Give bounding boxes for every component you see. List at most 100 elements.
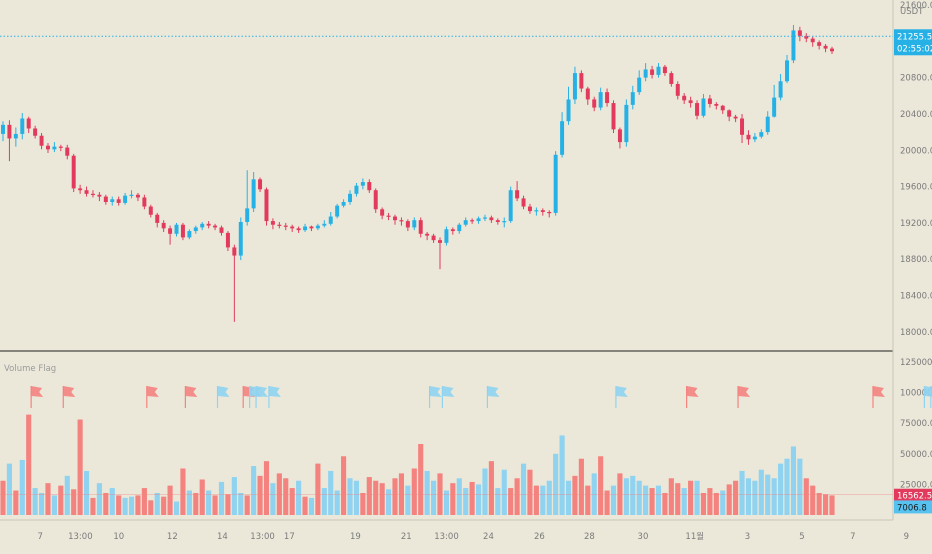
candle-body xyxy=(373,190,378,210)
volume-bar xyxy=(180,468,186,515)
volume-bar xyxy=(771,478,777,515)
volume-flag xyxy=(217,386,230,397)
volume-bar xyxy=(778,463,784,515)
candle-body xyxy=(322,223,327,226)
candle-body xyxy=(508,190,513,222)
last-price-tag xyxy=(894,29,932,56)
volume-bar xyxy=(546,480,552,515)
time-axis-label: 26 xyxy=(534,532,545,542)
candle-body xyxy=(572,73,577,100)
last-volume-label: 16562.5 xyxy=(897,492,932,502)
volume-bar xyxy=(720,490,726,515)
volume-bar xyxy=(353,480,360,515)
candle-body xyxy=(367,182,372,191)
candle-body xyxy=(540,210,545,212)
candle-body xyxy=(585,88,590,100)
candle-body xyxy=(1,124,5,134)
candle-body xyxy=(65,147,70,156)
volume-flag xyxy=(442,386,455,397)
candle-body xyxy=(707,98,712,104)
volume-bar xyxy=(238,492,244,515)
candle-body xyxy=(695,103,700,116)
candle-body xyxy=(797,30,802,36)
volume-bar xyxy=(463,488,469,515)
volume-bar xyxy=(128,496,135,515)
candle-body xyxy=(245,208,250,222)
candle-body xyxy=(425,233,430,236)
candle-body xyxy=(611,103,616,130)
candle-body xyxy=(791,30,796,61)
volume-bar xyxy=(360,492,366,515)
volume-bar xyxy=(341,456,347,515)
time-axis-label: 7 xyxy=(850,532,855,542)
volume-bar xyxy=(752,480,758,515)
volume-bar xyxy=(488,461,494,515)
candle-body xyxy=(592,99,597,108)
candle-body xyxy=(168,228,173,234)
candle-body xyxy=(277,224,282,226)
candle-body xyxy=(579,73,584,89)
volume-bar xyxy=(694,480,700,515)
candle-body xyxy=(521,198,526,207)
volume-flag xyxy=(63,386,76,397)
candle-body xyxy=(656,66,661,75)
volume-bar xyxy=(328,470,334,515)
candle-body xyxy=(740,118,745,135)
volume-bar xyxy=(713,492,719,515)
candle-body xyxy=(213,225,218,228)
candle-body xyxy=(688,100,693,104)
candle-body xyxy=(746,134,751,140)
volume-flag xyxy=(31,386,44,397)
candle-body xyxy=(270,221,275,225)
volume-bar xyxy=(103,492,109,515)
volume-bar xyxy=(823,494,829,515)
price-tick-label: 20400.0 xyxy=(900,110,932,120)
volume-bar xyxy=(585,485,591,515)
volume-bar xyxy=(655,485,662,515)
volume-flag xyxy=(686,386,699,397)
volume-flag xyxy=(615,386,628,397)
candle-body xyxy=(33,128,38,136)
volume-bar xyxy=(688,480,694,515)
price-tick-label: 20800.0 xyxy=(900,74,932,84)
candle-body xyxy=(116,199,121,203)
time-axis-label: 14 xyxy=(217,532,228,542)
volume-bar xyxy=(161,496,167,515)
volume-bar xyxy=(636,480,642,515)
volume-bar xyxy=(251,466,257,515)
time-axis-label: 9 xyxy=(904,532,909,542)
volume-bar xyxy=(109,488,115,515)
candle-body xyxy=(650,69,655,75)
volume-bar xyxy=(302,496,308,515)
volume-bar xyxy=(578,458,584,515)
volume-bar xyxy=(681,488,687,515)
candle-body xyxy=(810,38,815,43)
candle-body xyxy=(630,92,635,105)
candle-body xyxy=(624,104,629,143)
volume-bar xyxy=(199,479,205,515)
candle-body xyxy=(547,212,552,214)
time-axis-label: 3 xyxy=(745,532,750,542)
candle-body xyxy=(45,145,50,150)
candle-body xyxy=(399,220,404,222)
volume-bar xyxy=(450,483,456,515)
volume-bar xyxy=(77,419,83,515)
volume-bar xyxy=(0,480,6,515)
candle-body xyxy=(457,224,462,232)
volume-bar xyxy=(437,473,443,515)
candle-countdown-label: 02:55:02 xyxy=(897,44,932,54)
volume-bar xyxy=(308,497,315,515)
candle-body xyxy=(354,185,359,194)
candle-body xyxy=(161,222,166,229)
volume-bar xyxy=(411,468,417,515)
candle-body xyxy=(823,45,828,49)
volume-bar xyxy=(533,485,539,515)
volume-flag xyxy=(256,386,269,397)
volume-bar xyxy=(71,489,77,515)
price-tick-label: 21600.0 xyxy=(900,1,932,11)
volume-flag xyxy=(738,386,751,397)
indicator-title: Volume Flag xyxy=(4,364,56,374)
